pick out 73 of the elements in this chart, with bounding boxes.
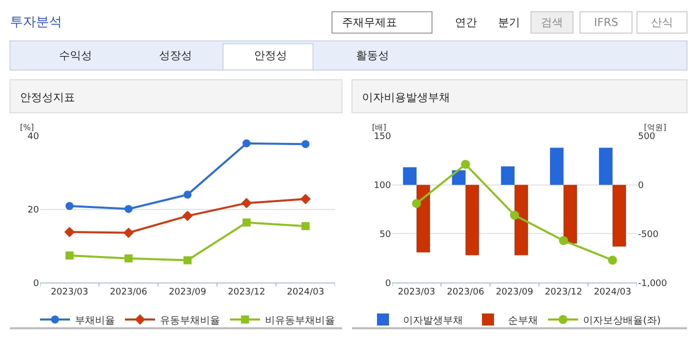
text: 수익성 [59, 49, 92, 62]
y-tick-label: 150 [374, 132, 392, 142]
bar [501, 166, 514, 185]
text: 안정성 [254, 49, 287, 62]
point [64, 226, 75, 238]
text: 주재무제표 [342, 16, 397, 29]
text: 투자분석 [10, 15, 62, 30]
x-tick-label: 2023/09 [168, 287, 206, 298]
text: 산식 [651, 16, 673, 29]
point [124, 204, 132, 213]
x-tick-label: 2023/06 [110, 287, 148, 298]
text: 성장성 [159, 49, 192, 62]
point [124, 254, 132, 262]
text: 분기 [498, 16, 520, 29]
x-tick-label: 2023/09 [496, 287, 534, 298]
y2-axis-title: [억원] [644, 123, 666, 132]
point [242, 218, 250, 227]
x-tick-label: 2023/03 [398, 287, 436, 298]
bar [466, 184, 479, 256]
text: 연간 [455, 16, 477, 29]
legend-label: 이자발생부채 [403, 315, 463, 326]
x-tick-label: 2023/12 [544, 287, 582, 298]
point [608, 256, 617, 265]
x-tick-label: 2023/03 [50, 287, 88, 298]
legend-label: 유동부채비율 [160, 315, 220, 326]
bar [514, 184, 528, 256]
point [66, 202, 74, 210]
y-tick-label: 0 [33, 278, 40, 289]
point [302, 222, 310, 230]
x-tick-label: 2023/06 [446, 287, 484, 298]
legend-label: 비유동부채비율 [265, 315, 335, 326]
point [66, 251, 74, 260]
y-tick-label: 40 [28, 132, 40, 142]
point [184, 190, 192, 199]
text: 검색 [541, 16, 563, 29]
bar [403, 167, 416, 185]
point [302, 140, 310, 148]
point [242, 139, 250, 148]
y-axis-title: [배] [372, 123, 386, 132]
y-tick-label: 100 [374, 181, 392, 192]
text: IFRS [594, 16, 618, 29]
bar [452, 170, 466, 185]
bar [599, 148, 612, 185]
y-tick-label: 20 [28, 205, 40, 216]
point [182, 210, 193, 222]
y2-tick-label: -500 [638, 230, 659, 240]
bar [416, 184, 430, 252]
legend-label: 이자보상배율(좌) [583, 315, 661, 326]
point [300, 194, 311, 204]
bar [550, 148, 564, 185]
y-axis-title: [%] [20, 123, 34, 132]
point [461, 160, 470, 169]
y-tick-label: 50 [380, 230, 392, 240]
point [412, 198, 421, 208]
y-tick-label: 0 [385, 278, 392, 289]
x-tick-label: 2024/03 [286, 287, 324, 298]
bar [612, 184, 626, 246]
point [241, 198, 252, 208]
bar [564, 184, 577, 244]
x-tick-label: 2024/03 [594, 287, 632, 298]
x-tick-label: 2023/12 [228, 287, 266, 298]
point [510, 210, 519, 220]
chart-title: 안정성지표 [20, 91, 75, 104]
text: 활동성 [356, 49, 389, 62]
point [123, 228, 134, 238]
legend-label: 부채비율 [75, 315, 115, 326]
legend-label: 순부채 [508, 315, 538, 326]
y2-tick-label: 0 [638, 181, 644, 192]
chart-title: 이자비용발생부채 [362, 91, 450, 104]
y2-tick-label: 500 [638, 132, 656, 142]
point [559, 236, 568, 246]
point [184, 256, 192, 264]
y2-tick-label: -1,000 [638, 278, 668, 289]
